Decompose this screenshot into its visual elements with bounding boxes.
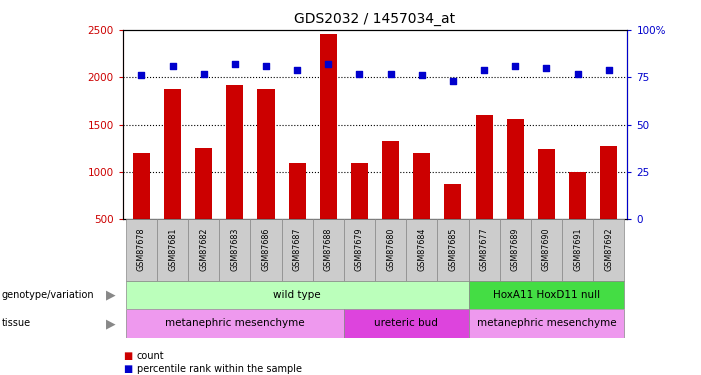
Text: percentile rank within the sample: percentile rank within the sample <box>137 364 301 374</box>
Text: GSM87691: GSM87691 <box>573 227 582 271</box>
Text: HoxA11 HoxD11 null: HoxA11 HoxD11 null <box>493 290 600 300</box>
FancyBboxPatch shape <box>468 309 625 338</box>
Point <box>322 61 334 67</box>
Point <box>167 63 178 69</box>
Text: GSM87687: GSM87687 <box>292 227 301 271</box>
Point <box>416 72 428 78</box>
Bar <box>382 141 399 219</box>
Text: GSM87692: GSM87692 <box>604 227 613 271</box>
Bar <box>600 146 618 219</box>
Point <box>510 63 521 69</box>
Title: GDS2032 / 1457034_at: GDS2032 / 1457034_at <box>294 12 456 26</box>
Point <box>229 61 240 67</box>
Text: GSM87690: GSM87690 <box>542 227 551 271</box>
Text: GSM87679: GSM87679 <box>355 227 364 271</box>
Text: metanephric mesenchyme: metanephric mesenchyme <box>165 318 305 328</box>
Bar <box>226 85 243 219</box>
Text: ▶: ▶ <box>106 317 116 330</box>
Text: ■: ■ <box>123 364 132 374</box>
Text: ■: ■ <box>123 351 132 361</box>
Text: tissue: tissue <box>1 318 31 328</box>
Point <box>540 65 552 71</box>
FancyBboxPatch shape <box>531 219 562 281</box>
Bar <box>569 172 586 219</box>
Text: wild type: wild type <box>273 290 321 300</box>
Text: ureteric bud: ureteric bud <box>374 318 438 328</box>
Bar <box>507 119 524 219</box>
FancyBboxPatch shape <box>375 219 406 281</box>
Bar <box>320 34 337 219</box>
Text: GSM87680: GSM87680 <box>386 227 395 271</box>
Text: GSM87678: GSM87678 <box>137 227 146 271</box>
FancyBboxPatch shape <box>157 219 188 281</box>
Point <box>260 63 271 69</box>
Text: GSM87684: GSM87684 <box>417 227 426 271</box>
Point <box>136 72 147 78</box>
Point <box>354 70 365 76</box>
FancyBboxPatch shape <box>562 219 593 281</box>
FancyBboxPatch shape <box>125 281 468 309</box>
FancyBboxPatch shape <box>125 309 344 338</box>
Bar <box>289 163 306 219</box>
Text: count: count <box>137 351 164 361</box>
Bar <box>195 148 212 219</box>
Point <box>479 67 490 73</box>
FancyBboxPatch shape <box>313 219 344 281</box>
Bar <box>257 89 275 219</box>
FancyBboxPatch shape <box>282 219 313 281</box>
Bar <box>164 89 181 219</box>
FancyBboxPatch shape <box>219 219 250 281</box>
FancyBboxPatch shape <box>250 219 282 281</box>
FancyBboxPatch shape <box>125 219 157 281</box>
FancyBboxPatch shape <box>188 219 219 281</box>
Bar <box>444 184 461 219</box>
Text: ▶: ▶ <box>106 289 116 302</box>
Text: genotype/variation: genotype/variation <box>1 290 94 300</box>
Text: GSM87685: GSM87685 <box>449 227 458 271</box>
Text: metanephric mesenchyme: metanephric mesenchyme <box>477 318 616 328</box>
Text: GSM87689: GSM87689 <box>511 227 519 271</box>
FancyBboxPatch shape <box>344 309 468 338</box>
FancyBboxPatch shape <box>593 219 625 281</box>
Point <box>198 70 210 76</box>
FancyBboxPatch shape <box>468 219 500 281</box>
Bar <box>413 153 430 219</box>
FancyBboxPatch shape <box>468 281 625 309</box>
Text: GSM87686: GSM87686 <box>261 227 271 271</box>
FancyBboxPatch shape <box>500 219 531 281</box>
Point <box>292 67 303 73</box>
Bar <box>132 153 150 219</box>
Text: GSM87688: GSM87688 <box>324 227 333 271</box>
Text: GSM87677: GSM87677 <box>479 227 489 271</box>
Text: GSM87682: GSM87682 <box>199 227 208 271</box>
Bar <box>475 115 493 219</box>
FancyBboxPatch shape <box>406 219 437 281</box>
Point <box>447 78 458 84</box>
Bar <box>538 149 555 219</box>
Text: GSM87683: GSM87683 <box>231 227 239 271</box>
Point <box>572 70 583 76</box>
Bar <box>351 163 368 219</box>
FancyBboxPatch shape <box>344 219 375 281</box>
Point <box>603 67 614 73</box>
FancyBboxPatch shape <box>437 219 468 281</box>
Point <box>385 70 396 76</box>
Text: GSM87681: GSM87681 <box>168 227 177 271</box>
